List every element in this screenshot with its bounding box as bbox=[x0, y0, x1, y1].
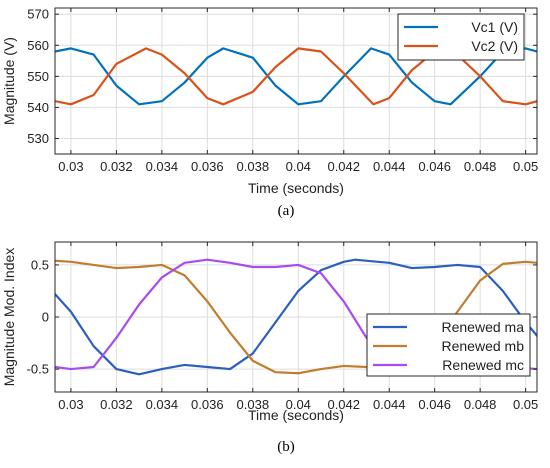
x-tick-label: 0.038 bbox=[237, 159, 270, 174]
y-tick-label: 0 bbox=[42, 310, 49, 325]
x-tick-label: 0.034 bbox=[146, 159, 179, 174]
x-tick-label: 0.04 bbox=[286, 159, 311, 174]
x-tick-label: 0.042 bbox=[327, 397, 360, 412]
x-tick-label: 0.048 bbox=[464, 159, 497, 174]
legend-label-2: Vc2 (V) bbox=[471, 38, 518, 54]
x-axis-title: Time (seconds) bbox=[248, 180, 344, 196]
y-tick-label: -0.5 bbox=[27, 362, 49, 377]
y-tick-label: 540 bbox=[27, 100, 49, 115]
x-axis-title: Time (seconds) bbox=[248, 407, 344, 423]
legend-label-2: Renewed mb bbox=[442, 338, 525, 354]
x-tick-label: 0.034 bbox=[146, 397, 179, 412]
x-tick-label: 0.032 bbox=[100, 159, 133, 174]
x-tick-label: 0.04 bbox=[286, 397, 311, 412]
x-tick-label: 0.044 bbox=[373, 397, 406, 412]
x-tick-label: 0.03 bbox=[58, 159, 83, 174]
x-tick-label: 0.036 bbox=[191, 159, 224, 174]
legend-label-3: Renewed mc bbox=[442, 357, 524, 373]
y-tick-label: 550 bbox=[27, 69, 49, 84]
x-tick-label: 0.048 bbox=[464, 397, 497, 412]
legend: Renewed ma Renewed mb Renewed mc bbox=[366, 313, 531, 377]
panel-b: 0.03 0.032 0.034 0.036 0.038 0.04 0.042 0.044 0.… bbox=[1, 241, 538, 455]
y-tick-label: 0.5 bbox=[31, 257, 49, 272]
x-tick-label: 0.03 bbox=[58, 397, 83, 412]
y-tick-label: 530 bbox=[27, 131, 49, 146]
panel-caption: (b) bbox=[277, 439, 295, 455]
x-tick-label: 0.032 bbox=[100, 397, 133, 412]
x-tick-label: 0.05 bbox=[513, 159, 538, 174]
y-tick-label: 560 bbox=[27, 38, 49, 53]
x-tick-label: 0.036 bbox=[191, 397, 224, 412]
x-tick-label: 0.038 bbox=[237, 397, 270, 412]
x-tick-label: 0.042 bbox=[327, 159, 360, 174]
legend-box bbox=[397, 13, 525, 61]
series-line-1 bbox=[55, 258, 537, 376]
series-line-2 bbox=[55, 259, 537, 375]
y-axis-title: Magnitude (V) bbox=[1, 37, 17, 125]
axes-frame bbox=[54, 7, 538, 155]
x-tick-label: 0.046 bbox=[418, 159, 451, 174]
x-tick-label: 0.046 bbox=[418, 397, 451, 412]
legend-label-1: Renewed ma bbox=[442, 319, 525, 335]
panel-a: 0.03 0.032 0.034 0.036 0.038 0.04 0.042 0.044 0.… bbox=[1, 7, 538, 219]
legend: Vc1 (V) Vc2 (V) bbox=[397, 13, 525, 61]
legend-label-1: Vc1 (V) bbox=[471, 19, 518, 35]
x-tick-label: 0.05 bbox=[513, 397, 538, 412]
x-tick-label: 0.044 bbox=[373, 159, 406, 174]
y-axis-title: Magnitude Mod. Index bbox=[1, 248, 17, 387]
y-tick-label: 570 bbox=[27, 7, 49, 22]
panel-caption: (a) bbox=[278, 203, 295, 219]
series-line-1 bbox=[55, 47, 537, 106]
